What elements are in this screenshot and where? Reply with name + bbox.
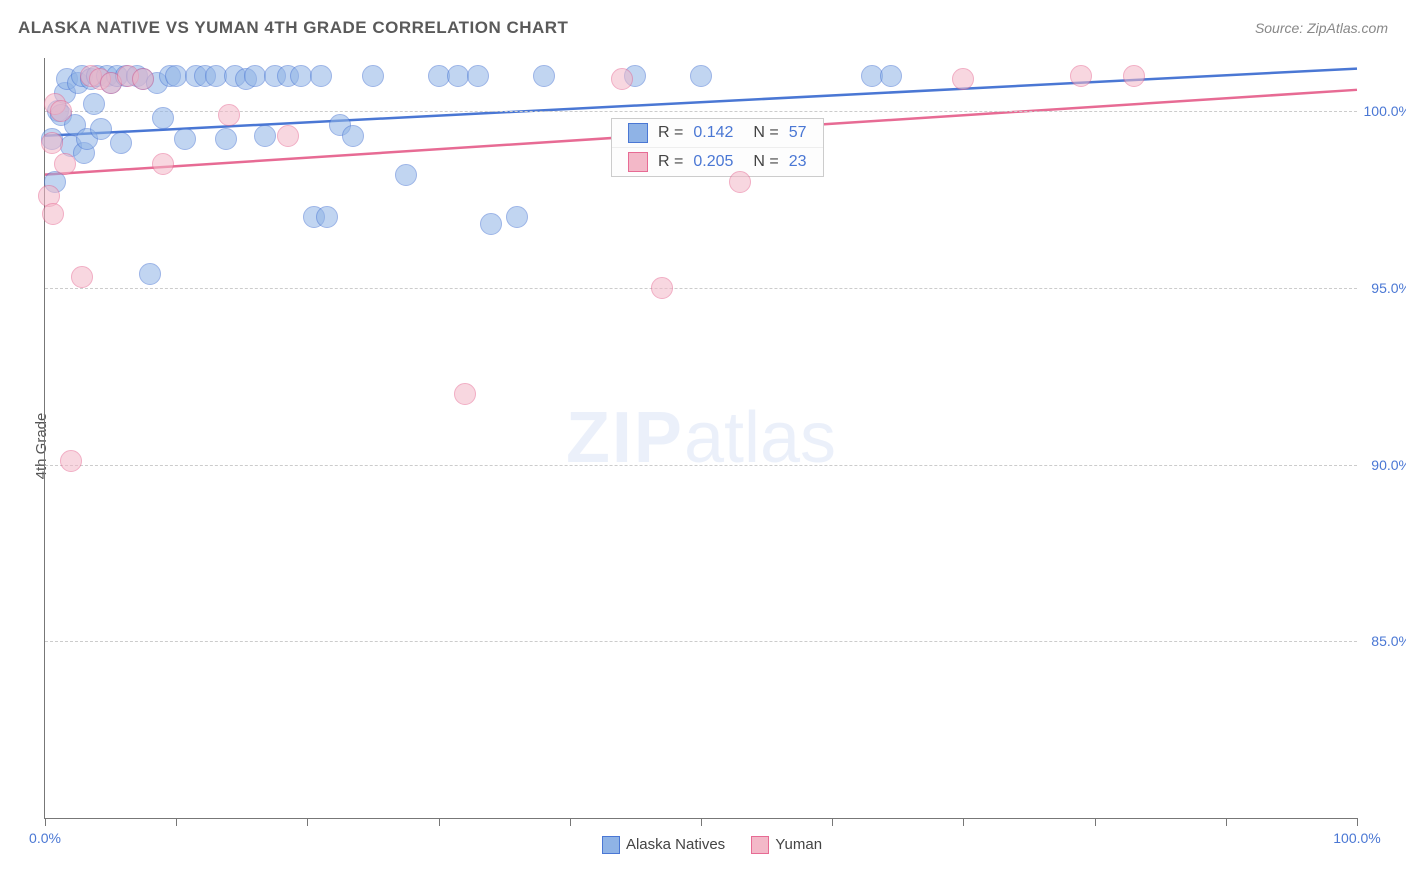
y-tick-label: 90.0% [1371, 457, 1406, 473]
legend-n-label: N = [753, 124, 778, 142]
legend-row: R = 0.142 N = 57 [612, 119, 823, 148]
data-point [362, 65, 384, 87]
data-point [254, 125, 276, 147]
legend-swatch [751, 836, 769, 854]
data-point [447, 65, 469, 87]
y-tick-label: 100.0% [1364, 103, 1406, 119]
legend-r-value: 0.142 [693, 124, 733, 142]
data-point [342, 125, 364, 147]
data-point [218, 104, 240, 126]
y-tick-label: 85.0% [1371, 633, 1406, 649]
legend-swatch [628, 123, 648, 143]
data-point [290, 65, 312, 87]
data-point [310, 65, 332, 87]
data-point [71, 266, 93, 288]
legend-swatch [602, 836, 620, 854]
data-point [316, 206, 338, 228]
legend-n-label: N = [753, 153, 778, 171]
data-point [533, 65, 555, 87]
data-point [651, 277, 673, 299]
data-point [480, 213, 502, 235]
data-point [174, 128, 196, 150]
data-point [90, 118, 112, 140]
x-tick-label: 0.0% [29, 830, 61, 846]
legend-row: R = 0.205 N = 23 [612, 148, 823, 176]
data-point [152, 153, 174, 175]
data-point [690, 65, 712, 87]
chart-title: ALASKA NATIVE VS YUMAN 4TH GRADE CORRELA… [18, 18, 568, 38]
correlation-legend: R = 0.142 N = 57 R = 0.205 N = 23 [611, 118, 824, 177]
data-point [1070, 65, 1092, 87]
data-point [110, 132, 132, 154]
data-point [60, 450, 82, 472]
scatter-plot: ZIPatlas R = 0.142 N = 57 R = 0.205 N = … [44, 58, 1357, 819]
legend-label: Alaska Natives [626, 836, 725, 853]
legend-r-label: R = [658, 153, 683, 171]
series-legend: Alaska Natives Yuman [45, 836, 1357, 854]
data-point [861, 65, 883, 87]
data-point [83, 93, 105, 115]
x-tick-label: 100.0% [1333, 830, 1380, 846]
data-point [132, 68, 154, 90]
data-point [244, 65, 266, 87]
data-point [215, 128, 237, 150]
legend-label: Yuman [775, 836, 822, 853]
data-point [395, 164, 417, 186]
data-point [611, 68, 633, 90]
data-point [467, 65, 489, 87]
data-point [139, 263, 161, 285]
data-point [729, 171, 751, 193]
data-point [165, 65, 187, 87]
legend-swatch [628, 152, 648, 172]
legend-n-value: 57 [789, 124, 807, 142]
source-label: Source: ZipAtlas.com [1255, 20, 1388, 36]
data-point [205, 65, 227, 87]
data-point [152, 107, 174, 129]
data-point [880, 65, 902, 87]
data-point [41, 132, 63, 154]
data-point [506, 206, 528, 228]
y-tick-label: 95.0% [1371, 280, 1406, 296]
watermark: ZIPatlas [566, 397, 836, 479]
data-point [50, 100, 72, 122]
data-point [1123, 65, 1145, 87]
legend-r-value: 0.205 [693, 153, 733, 171]
legend-n-value: 23 [789, 153, 807, 171]
data-point [42, 203, 64, 225]
legend-r-label: R = [658, 124, 683, 142]
data-point [54, 153, 76, 175]
data-point [454, 383, 476, 405]
data-point [277, 125, 299, 147]
data-point [952, 68, 974, 90]
